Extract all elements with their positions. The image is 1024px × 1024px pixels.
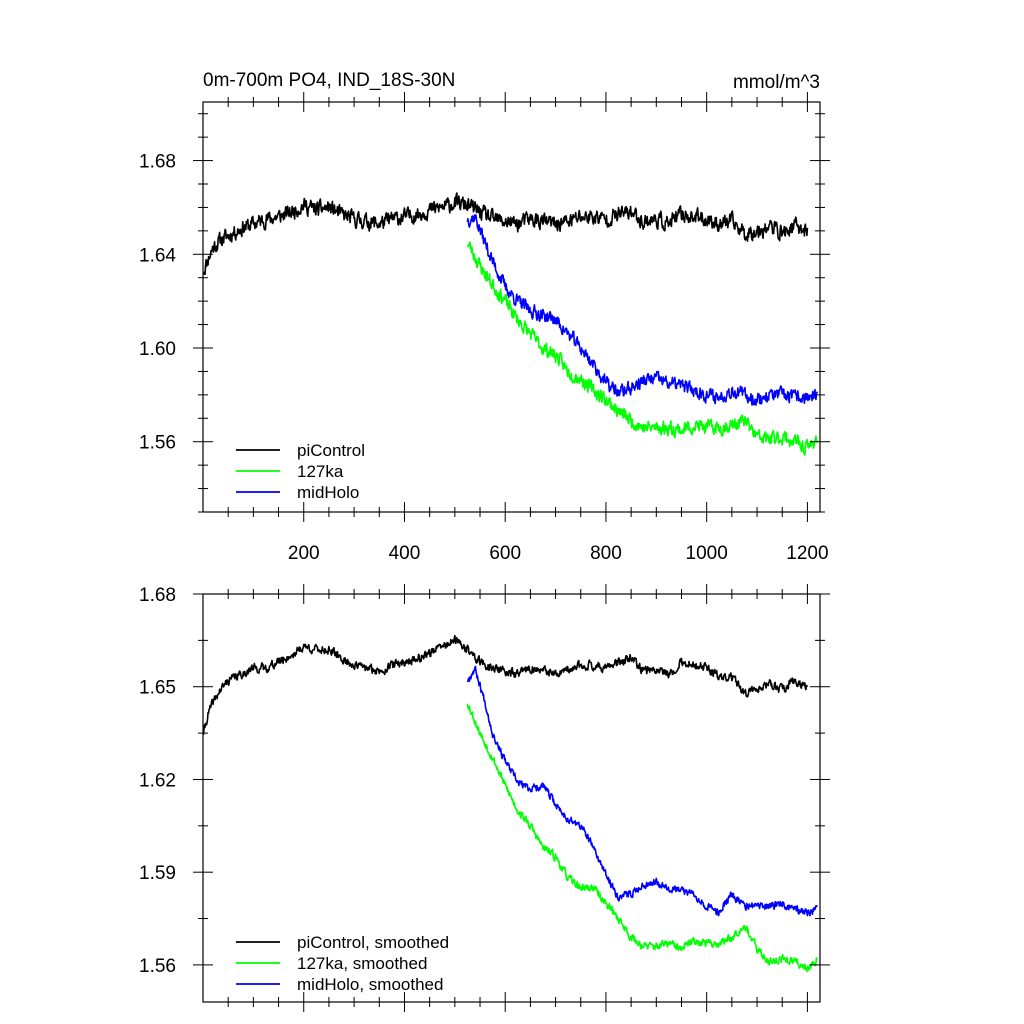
- y-tick-label: 1.64: [139, 245, 176, 266]
- series-line-picontrol-smoothed: [202, 634, 809, 736]
- x-tick-label: 200: [288, 543, 320, 564]
- legend-label: 127ka: [297, 462, 344, 481]
- y-tick-label: 1.59: [139, 863, 176, 884]
- y-tick-label: 1.56: [139, 956, 176, 977]
- legend-label: midHolo: [297, 483, 359, 502]
- y-tick-label: 1.68: [139, 585, 176, 606]
- chart-title: 0m-700m PO4, IND_18S-30N: [203, 70, 455, 91]
- bottom-plot-frame: [202, 593, 821, 1003]
- y-tick-label: 1.62: [139, 770, 176, 791]
- y-tick-label: 1.65: [139, 678, 176, 699]
- bottom-plot-area: [202, 634, 818, 973]
- x-tick-label: 600: [489, 543, 521, 564]
- x-tick-label: 800: [590, 543, 622, 564]
- x-tick-label: 1200: [786, 543, 828, 564]
- series-line-127ka-smoothed: [466, 703, 818, 973]
- top-plot-area: [203, 192, 819, 456]
- legend-label: 127ka, smoothed: [297, 954, 427, 973]
- x-tick-label: 1000: [686, 543, 728, 564]
- bottom-panel: 1.56 1.59 1.62 1.65 1.68 piControl, smoothed…: [139, 584, 830, 1012]
- y-tick-label: 1.56: [139, 433, 176, 454]
- series-line-midholo-smoothed: [466, 665, 818, 917]
- series-line-127ka: [466, 241, 819, 456]
- top-axes: 200 400 600 800 1000 1200 1.56 1.60 1.64 1.68: [139, 92, 830, 564]
- y-tick-label: 1.68: [139, 152, 176, 173]
- top-panel: 0m-700m PO4, IND_18S-30N mmol/m^3 200 400…: [139, 70, 830, 564]
- top-legend: piControl 127ka midHolo: [236, 441, 365, 502]
- top-plot-frame: [202, 101, 821, 513]
- series-line-picontrol: [203, 192, 809, 276]
- legend-label: piControl: [297, 441, 365, 460]
- legend-label: piControl, smoothed: [297, 933, 449, 952]
- legend-label: midHolo, smoothed: [297, 975, 443, 994]
- series-line-midholo: [466, 214, 819, 406]
- y-tick-label: 1.60: [139, 339, 176, 360]
- units-label: mmol/m^3: [733, 72, 820, 93]
- x-tick-label: 400: [389, 543, 421, 564]
- bottom-axes: 1.56 1.59 1.62 1.65 1.68: [139, 584, 830, 1012]
- bottom-legend: piControl, smoothed 127ka, smoothed midHol…: [236, 933, 449, 994]
